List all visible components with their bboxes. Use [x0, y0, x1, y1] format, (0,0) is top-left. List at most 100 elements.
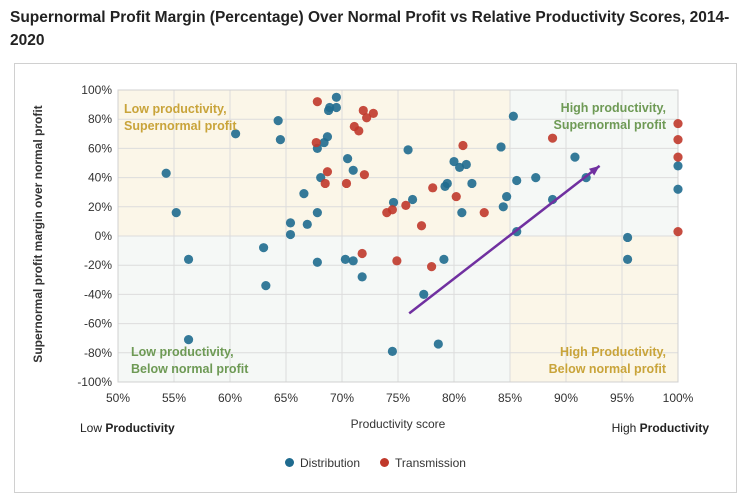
quadrant-label-top-left: Low productivity, Supernormal profit	[124, 101, 237, 135]
data-point-distribution	[275, 135, 285, 145]
x-tick-label: 90%	[554, 391, 578, 405]
y-tick-label: 60%	[88, 141, 112, 155]
x-tick-label: 65%	[274, 391, 298, 405]
data-point-distribution	[312, 257, 322, 267]
x-low-label-prefix: Low	[80, 421, 106, 435]
x-tick-label: 50%	[106, 391, 130, 405]
data-point-distribution	[312, 208, 322, 218]
quadrant-label-top-right: High productivity, Supernormal profit	[553, 100, 666, 134]
data-point-distribution	[531, 173, 541, 183]
data-point-distribution	[442, 178, 452, 189]
legend-item-distribution: Distribution	[285, 456, 360, 470]
data-point-transmission	[359, 170, 369, 180]
data-point-distribution	[285, 218, 296, 228]
y-tick-label: -80%	[84, 346, 112, 360]
x-tick-label: 80%	[442, 391, 466, 405]
data-point-transmission	[428, 183, 438, 193]
data-point-transmission	[673, 227, 683, 237]
x-tick-label: 75%	[386, 391, 410, 405]
x-tick-label: 85%	[498, 391, 522, 405]
data-point-distribution	[623, 232, 633, 243]
legend-marker-distribution	[285, 458, 294, 467]
data-point-distribution	[407, 194, 418, 205]
data-point-transmission	[322, 167, 333, 177]
data-point-distribution	[323, 105, 334, 116]
data-point-distribution	[285, 229, 296, 240]
data-point-transmission	[320, 178, 330, 189]
data-point-distribution	[570, 152, 580, 162]
data-point-transmission	[479, 208, 489, 218]
quadrant-label-line: Below normal profit	[131, 362, 249, 376]
data-point-transmission	[673, 152, 683, 162]
data-point-transmission	[392, 256, 402, 266]
quadrant-label-line: Below normal profit	[548, 362, 666, 376]
x-low-label: Low Productivity	[80, 421, 175, 435]
data-point-distribution	[171, 208, 181, 218]
x-tick-label: 70%	[330, 391, 354, 405]
legend-marker-transmission	[380, 458, 390, 467]
x-tick-label: 60%	[218, 391, 242, 405]
data-point-transmission	[311, 137, 321, 148]
data-point-distribution	[387, 346, 397, 356]
data-point-distribution	[502, 191, 512, 202]
data-point-distribution	[508, 111, 518, 121]
data-point-transmission	[341, 178, 352, 189]
data-point-transmission	[387, 205, 397, 215]
legend-item-transmission: Transmission	[380, 456, 466, 470]
data-point-transmission	[362, 113, 372, 123]
data-point-distribution	[388, 197, 399, 208]
data-point-distribution	[419, 289, 429, 299]
data-point-transmission	[458, 140, 468, 151]
x-tick-label: 95%	[610, 391, 634, 405]
data-point-transmission	[368, 108, 378, 118]
data-point-transmission	[416, 221, 427, 231]
x-tick-label: 100%	[663, 391, 694, 405]
data-point-distribution	[467, 178, 477, 189]
data-point-transmission	[673, 118, 683, 129]
data-point-distribution	[433, 339, 443, 349]
data-point-distribution	[357, 272, 367, 282]
data-point-distribution	[331, 102, 341, 113]
data-point-distribution	[439, 254, 449, 264]
data-point-distribution	[340, 254, 350, 264]
legend: Distribution Transmission	[285, 456, 466, 470]
data-point-distribution	[673, 184, 683, 194]
x-high-label-prefix: High	[611, 421, 640, 435]
data-point-distribution	[261, 281, 271, 291]
data-point-distribution	[498, 202, 508, 212]
quadrant-bg-bottom-right	[510, 236, 678, 382]
data-point-distribution	[259, 243, 269, 253]
data-point-transmission	[673, 135, 683, 145]
y-tick-label: -20%	[84, 258, 112, 272]
x-tick-label: 55%	[162, 391, 186, 405]
x-high-label-bold: Productivity	[639, 421, 709, 435]
data-point-distribution	[403, 145, 413, 155]
quadrant-label-line: Supernormal profit	[124, 119, 237, 133]
y-tick-label: 20%	[88, 200, 112, 214]
x-axis-label: Productivity score	[350, 417, 446, 431]
data-point-distribution	[331, 92, 341, 102]
quadrant-label-line: Low productivity,	[124, 102, 227, 116]
quadrant-label-bottom-left: Low productivity, Below normal profit	[131, 344, 248, 378]
data-point-distribution	[461, 159, 471, 170]
y-tick-label: -100%	[77, 375, 112, 389]
quadrant-label-line: Supernormal profit	[553, 118, 666, 132]
data-point-distribution	[343, 154, 353, 164]
data-point-distribution	[512, 175, 522, 186]
data-point-distribution	[496, 142, 506, 152]
data-point-distribution	[623, 254, 633, 264]
y-tick-label: 0%	[95, 229, 113, 243]
data-point-distribution	[231, 129, 241, 139]
y-tick-label: 40%	[88, 171, 112, 185]
trend-arrow-line	[408, 164, 601, 315]
legend-label-distribution: Distribution	[300, 456, 361, 470]
quadrant-bg-top-right	[510, 90, 678, 236]
quadrant-label-line: High Productivity,	[559, 345, 666, 359]
data-point-transmission	[357, 248, 367, 259]
quadrant-label-line: Low productivity,	[131, 345, 234, 359]
y-axis-label: Supernormal profit margin over normal pr…	[31, 105, 45, 363]
chart-frame	[14, 63, 737, 493]
data-point-distribution	[457, 208, 467, 218]
data-point-distribution	[161, 168, 171, 178]
